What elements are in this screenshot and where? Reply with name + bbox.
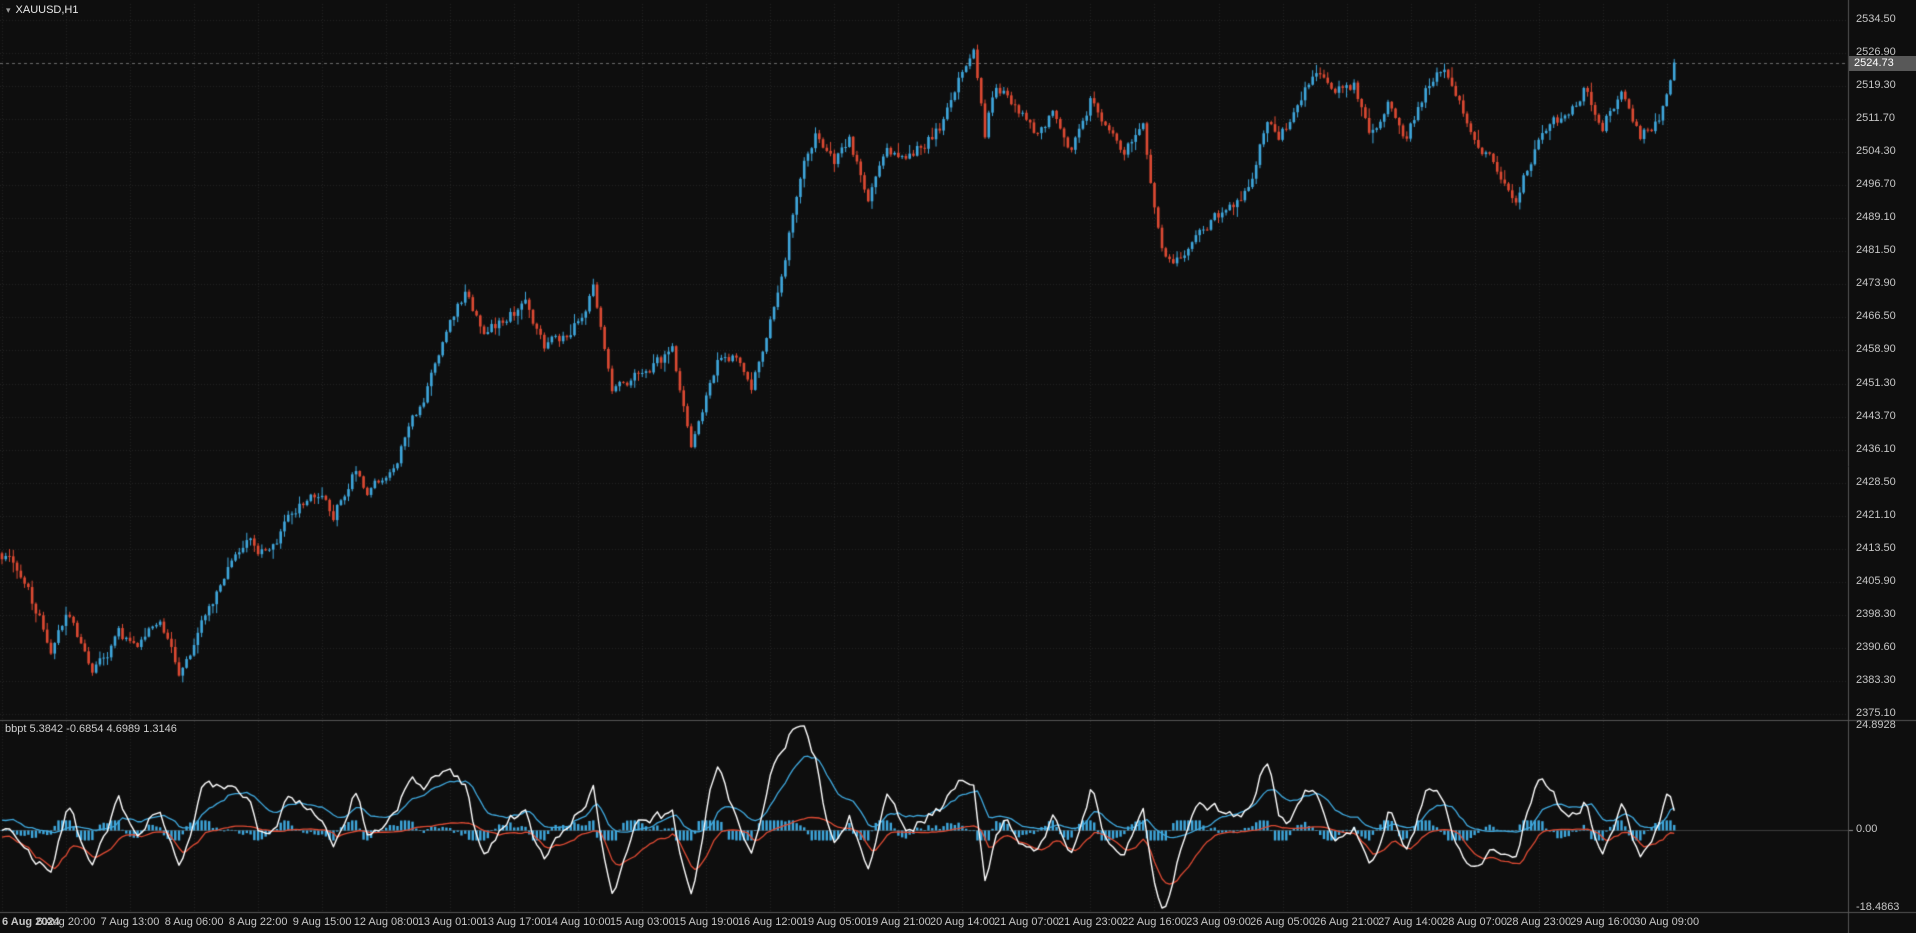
time-axis-label: 6 Aug 2024 xyxy=(2,916,60,928)
price-axis-label: 2421.10 xyxy=(1856,508,1896,521)
price-axis-label: 2519.30 xyxy=(1856,79,1896,92)
time-axis-label: 13 Aug 01:00 xyxy=(417,916,483,928)
time-axis-label: 27 Aug 14:00 xyxy=(1378,916,1443,928)
time-axis-label: 6 Aug 20:00 xyxy=(36,916,96,928)
time-axis-label: 30 Aug 09:00 xyxy=(1634,916,1700,928)
time-axis-label: 8 Aug 22:00 xyxy=(228,916,288,928)
time-axis-label: 14 Aug 10:00 xyxy=(545,916,611,928)
price-axis-label: 2428.50 xyxy=(1856,475,1896,488)
price-axis-label: 2473.90 xyxy=(1856,277,1896,290)
price-axis-label: 2413.50 xyxy=(1856,541,1896,554)
price-axis-label: 2466.50 xyxy=(1856,310,1896,323)
price-axis-label: 2526.90 xyxy=(1856,46,1896,59)
indicator-axis-label: 24.8928 xyxy=(1856,719,1896,731)
price-axis-label: 2443.70 xyxy=(1856,409,1896,422)
price-axis-label: 2458.90 xyxy=(1856,343,1896,356)
price-axis-label: 2496.70 xyxy=(1856,178,1896,191)
indicator-axis-label: 0.00 xyxy=(1856,823,1878,836)
price-axis-label: 2511.70 xyxy=(1856,112,1895,125)
time-axis-label: 12 Aug 08:00 xyxy=(353,916,419,928)
time-axis-label: 26 Aug 05:00 xyxy=(1250,916,1315,928)
current-price-value: 2524.73 xyxy=(1854,56,1894,69)
indicator-axis-label: -18.4863 xyxy=(1856,901,1900,913)
indicator-values-label: bbpt 5.3842 -0.6854 4.6989 1.3146 xyxy=(5,723,177,735)
time-axis-label: 8 Aug 06:00 xyxy=(164,916,224,928)
price-axis-label: 2383.30 xyxy=(1856,673,1896,686)
indicator-values-text: bbpt 5.3842 -0.6854 4.6989 1.3146 xyxy=(5,723,177,735)
time-axis-label: 15 Aug 19:00 xyxy=(673,916,739,928)
price-axis-label: 2451.30 xyxy=(1856,376,1896,389)
time-axis-label: 19 Aug 21:00 xyxy=(865,916,931,928)
current-price-badge: 2524.73 xyxy=(1849,55,1916,71)
time-axis-label: 28 Aug 23:00 xyxy=(1506,916,1572,928)
price-axis-label: 2405.90 xyxy=(1856,574,1896,587)
price-axis-label: 2489.10 xyxy=(1856,211,1896,224)
chevron-down-icon: ▾ xyxy=(6,4,11,15)
time-axis-label: 19 Aug 05:00 xyxy=(801,916,867,928)
time-axis[interactable]: 6 Aug 2024 6 Aug 20:00 7 Aug 13:00 8 Aug 06… xyxy=(0,913,1848,933)
time-axis-label: 9 Aug 15:00 xyxy=(292,916,352,928)
price-axis-label: 2436.10 xyxy=(1856,442,1896,455)
time-axis-label: 20 Aug 14:00 xyxy=(929,916,995,928)
time-axis-label: 21 Aug 23:00 xyxy=(1058,916,1123,928)
time-axis-label: 16 Aug 12:00 xyxy=(737,916,803,928)
price-axis-label: 2481.50 xyxy=(1856,244,1896,257)
price-axis-label: 2504.30 xyxy=(1856,145,1896,158)
price-axis-label: 2375.10 xyxy=(1856,707,1896,719)
time-axis-label: 13 Aug 17:00 xyxy=(481,916,547,928)
time-axis-label: 29 Aug 16:00 xyxy=(1570,916,1636,928)
price-axis-label: 2398.30 xyxy=(1856,607,1896,620)
time-axis-label: 26 Aug 21:00 xyxy=(1314,916,1379,928)
time-axis-label: 7 Aug 13:00 xyxy=(100,916,160,928)
time-axis-label: 22 Aug 16:00 xyxy=(1122,916,1187,928)
price-axis-label: 2390.60 xyxy=(1856,640,1896,653)
symbol-timeframe-label[interactable]: ▾ XAUUSD,H1 xyxy=(6,4,79,16)
time-axis-label: 15 Aug 03:00 xyxy=(609,916,675,928)
price-axis[interactable]: 2524.73 2534.50 2526.90 2519.30 2511.70 2504… xyxy=(1848,0,1916,933)
time-axis-label: 28 Aug 07:00 xyxy=(1442,916,1508,928)
symbol-text: XAUUSD,H1 xyxy=(15,4,79,16)
price-axis-label: 2534.50 xyxy=(1856,13,1896,25)
time-axis-label: 21 Aug 07:00 xyxy=(994,916,1059,928)
time-axis-label: 23 Aug 09:00 xyxy=(1186,916,1251,928)
